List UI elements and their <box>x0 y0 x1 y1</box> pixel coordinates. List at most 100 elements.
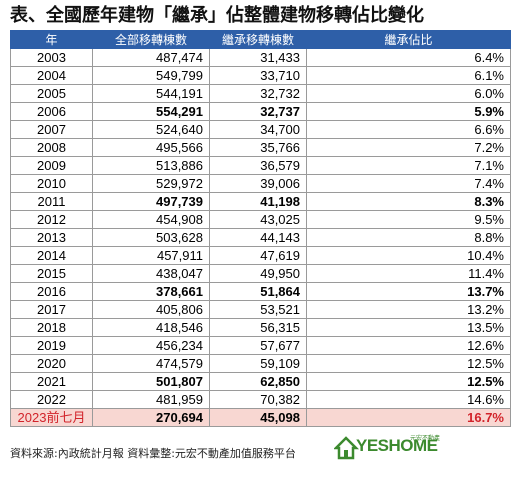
cell-pct: 7.2% <box>306 138 511 157</box>
cell-total: 487,474 <box>92 48 210 67</box>
table-row: 2011 497,739 41,198 8.3% <box>10 192 511 211</box>
cell-total: 405,806 <box>92 300 210 319</box>
cell-year: 2008 <box>10 138 93 157</box>
table-row: 2023前七月 270,694 45,098 16.7% <box>10 408 511 427</box>
header-inherit: 繼承移轉棟數 <box>209 30 307 49</box>
table-row: 2022 481,959 70,382 14.6% <box>10 390 511 409</box>
header-year: 年 <box>10 30 93 49</box>
cell-year: 2019 <box>10 336 93 355</box>
cell-total: 495,566 <box>92 138 210 157</box>
cell-pct: 5.9% <box>306 102 511 121</box>
cell-total: 481,959 <box>92 390 210 409</box>
table-row: 2008 495,566 35,766 7.2% <box>10 138 511 157</box>
cell-total: 456,234 <box>92 336 210 355</box>
cell-inherit: 34,700 <box>209 120 307 139</box>
cell-pct: 6.4% <box>306 48 511 67</box>
cell-year: 2004 <box>10 66 93 85</box>
table-row: 2016 378,661 51,864 13.7% <box>10 282 511 301</box>
cell-year: 2014 <box>10 246 93 265</box>
cell-pct: 14.6% <box>306 390 511 409</box>
table-row: 2006 554,291 32,737 5.9% <box>10 102 511 121</box>
cell-inherit: 62,850 <box>209 372 307 391</box>
yeshome-logo-icon <box>334 436 360 460</box>
cell-year: 2021 <box>10 372 93 391</box>
table-row: 2015 438,047 49,950 11.4% <box>10 264 511 283</box>
cell-inherit: 59,109 <box>209 354 307 373</box>
table-header-row: 年 全部移轉棟數 繼承移轉棟數 繼承佔比 <box>10 30 511 49</box>
cell-total: 378,661 <box>92 282 210 301</box>
cell-total: 418,546 <box>92 318 210 337</box>
cell-inherit: 57,677 <box>209 336 307 355</box>
cell-pct: 7.4% <box>306 174 511 193</box>
cell-inherit: 36,579 <box>209 156 307 175</box>
header-pct: 繼承佔比 <box>306 30 511 49</box>
cell-pct: 6.6% <box>306 120 511 139</box>
cell-total: 501,807 <box>92 372 210 391</box>
page-title: 表、全國歷年建物「繼承」佔整體建物移轉佔比變化 <box>10 5 424 26</box>
cell-pct: 16.7% <box>306 408 511 427</box>
cell-inherit: 47,619 <box>209 246 307 265</box>
cell-total: 529,972 <box>92 174 210 193</box>
cell-pct: 6.1% <box>306 66 511 85</box>
table-row: 2003 487,474 31,433 6.4% <box>10 48 511 67</box>
cell-year: 2023前七月 <box>10 408 93 427</box>
cell-inherit: 45,098 <box>209 408 307 427</box>
cell-total: 513,886 <box>92 156 210 175</box>
cell-inherit: 53,521 <box>209 300 307 319</box>
table-row: 2018 418,546 56,315 13.5% <box>10 318 511 337</box>
cell-pct: 8.3% <box>306 192 511 211</box>
cell-inherit: 31,433 <box>209 48 307 67</box>
cell-year: 2005 <box>10 84 93 103</box>
cell-pct: 6.0% <box>306 84 511 103</box>
source-footer: 資料來源:內政統計月報 資料彙整:元宏不動產加值服務平台 <box>10 447 296 460</box>
cell-pct: 11.4% <box>306 264 511 283</box>
cell-year: 2016 <box>10 282 93 301</box>
cell-pct: 9.5% <box>306 210 511 229</box>
cell-year: 2015 <box>10 264 93 283</box>
cell-year: 2017 <box>10 300 93 319</box>
cell-total: 438,047 <box>92 264 210 283</box>
cell-year: 2007 <box>10 120 93 139</box>
cell-pct: 8.8% <box>306 228 511 247</box>
table-row: 2004 549,799 33,710 6.1% <box>10 66 511 85</box>
cell-pct: 7.1% <box>306 156 511 175</box>
table-row: 2007 524,640 34,700 6.6% <box>10 120 511 139</box>
table-row: 2014 457,911 47,619 10.4% <box>10 246 511 265</box>
cell-inherit: 51,864 <box>209 282 307 301</box>
cell-inherit: 33,710 <box>209 66 307 85</box>
cell-total: 544,191 <box>92 84 210 103</box>
cell-total: 457,911 <box>92 246 210 265</box>
cell-inherit: 56,315 <box>209 318 307 337</box>
cell-year: 2020 <box>10 354 93 373</box>
table-row: 2020 474,579 59,109 12.5% <box>10 354 511 373</box>
cell-total: 524,640 <box>92 120 210 139</box>
cell-inherit: 49,950 <box>209 264 307 283</box>
cell-inherit: 35,766 <box>209 138 307 157</box>
table-row: 2012 454,908 43,025 9.5% <box>10 210 511 229</box>
cell-year: 2012 <box>10 210 93 229</box>
cell-year: 2010 <box>10 174 93 193</box>
table-row: 2017 405,806 53,521 13.2% <box>10 300 511 319</box>
cell-total: 454,908 <box>92 210 210 229</box>
cell-year: 2013 <box>10 228 93 247</box>
data-table: 年 全部移轉棟數 繼承移轉棟數 繼承佔比 2003 487,474 31,433 6.… <box>10 30 511 427</box>
cell-total: 503,628 <box>92 228 210 247</box>
cell-pct: 13.7% <box>306 282 511 301</box>
cell-inherit: 70,382 <box>209 390 307 409</box>
cell-year: 2006 <box>10 102 93 121</box>
cell-inherit: 44,143 <box>209 228 307 247</box>
cell-pct: 13.2% <box>306 300 511 319</box>
cell-total: 549,799 <box>92 66 210 85</box>
cell-total: 474,579 <box>92 354 210 373</box>
cell-year: 2011 <box>10 192 93 211</box>
cell-year: 2022 <box>10 390 93 409</box>
cell-inherit: 32,732 <box>209 84 307 103</box>
cell-pct: 13.5% <box>306 318 511 337</box>
table-row: 2021 501,807 62,850 12.5% <box>10 372 511 391</box>
cell-inherit: 43,025 <box>209 210 307 229</box>
table-row: 2009 513,886 36,579 7.1% <box>10 156 511 175</box>
cell-total: 554,291 <box>92 102 210 121</box>
logo-text: YESHOME <box>356 436 438 455</box>
cell-inherit: 41,198 <box>209 192 307 211</box>
cell-total: 270,694 <box>92 408 210 427</box>
